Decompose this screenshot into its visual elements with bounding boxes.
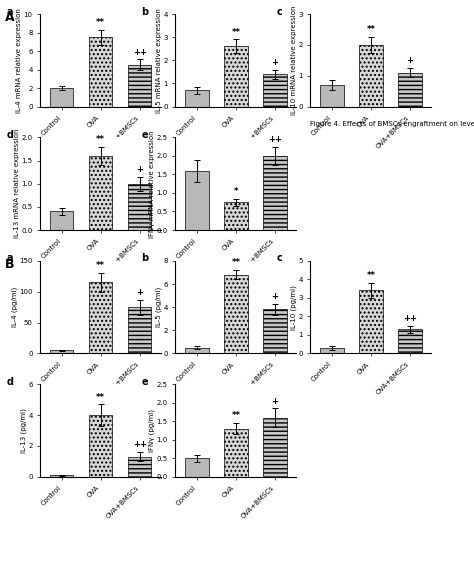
Text: ++: ++ bbox=[403, 314, 417, 323]
Bar bbox=[185, 90, 209, 107]
Text: **: ** bbox=[96, 261, 105, 270]
Bar bbox=[263, 417, 286, 477]
Y-axis label: IL-10 mRNA relative expression: IL-10 mRNA relative expression bbox=[291, 6, 297, 115]
Text: **: ** bbox=[366, 272, 375, 280]
Bar bbox=[185, 171, 209, 230]
Bar bbox=[224, 47, 247, 107]
Text: B: B bbox=[5, 258, 14, 271]
Bar bbox=[224, 429, 247, 477]
Text: e: e bbox=[142, 130, 148, 140]
Text: ++: ++ bbox=[133, 440, 147, 449]
Text: **: ** bbox=[231, 259, 240, 268]
Bar bbox=[185, 458, 209, 477]
Bar bbox=[398, 329, 421, 353]
Bar bbox=[224, 203, 247, 230]
Text: d: d bbox=[7, 377, 13, 387]
Text: +: + bbox=[271, 397, 278, 406]
Bar bbox=[50, 351, 73, 353]
Text: +: + bbox=[271, 292, 278, 301]
Bar bbox=[185, 348, 209, 353]
Y-axis label: IL-4 mRNA relative expression: IL-4 mRNA relative expression bbox=[16, 8, 22, 113]
Text: **: ** bbox=[96, 135, 105, 144]
Bar bbox=[263, 156, 286, 230]
Text: b: b bbox=[142, 254, 149, 264]
Y-axis label: IL-5 (pg/ml): IL-5 (pg/ml) bbox=[155, 287, 162, 327]
Bar bbox=[50, 211, 73, 230]
Bar bbox=[128, 184, 151, 230]
Text: A: A bbox=[5, 11, 14, 24]
Text: **: ** bbox=[366, 25, 375, 34]
Bar bbox=[359, 291, 383, 353]
Text: **: ** bbox=[96, 393, 105, 402]
Y-axis label: IL-10 (pg/ml): IL-10 (pg/ml) bbox=[291, 285, 297, 329]
Bar bbox=[128, 457, 151, 477]
Text: c: c bbox=[277, 254, 283, 264]
Bar bbox=[89, 37, 112, 107]
Bar bbox=[128, 307, 151, 353]
Bar bbox=[89, 415, 112, 477]
Text: c: c bbox=[277, 7, 283, 17]
Text: **: ** bbox=[96, 18, 105, 27]
Text: a: a bbox=[7, 254, 13, 264]
Bar bbox=[320, 348, 344, 353]
Text: *: * bbox=[234, 187, 238, 196]
Text: +: + bbox=[136, 165, 143, 174]
Text: e: e bbox=[142, 377, 148, 387]
Y-axis label: IL-5 mRNA relative expression: IL-5 mRNA relative expression bbox=[156, 8, 162, 113]
Bar bbox=[50, 475, 73, 477]
Y-axis label: IL-13 (pg/ml): IL-13 (pg/ml) bbox=[20, 408, 27, 453]
Bar bbox=[320, 85, 344, 107]
Text: b: b bbox=[142, 7, 149, 17]
Text: ++: ++ bbox=[133, 48, 147, 57]
Text: +: + bbox=[406, 56, 413, 65]
Bar bbox=[89, 156, 112, 230]
Y-axis label: IL-4 (pg/ml): IL-4 (pg/ml) bbox=[11, 287, 18, 327]
Text: **: ** bbox=[231, 27, 240, 36]
Bar bbox=[128, 65, 151, 107]
Y-axis label: IL-13 mRNA relative expression: IL-13 mRNA relative expression bbox=[14, 129, 20, 238]
Text: +: + bbox=[136, 288, 143, 297]
Text: d: d bbox=[7, 130, 13, 140]
Bar bbox=[224, 275, 247, 353]
Y-axis label: IFNγ (pg/ml): IFNγ (pg/ml) bbox=[149, 409, 155, 452]
Bar bbox=[263, 74, 286, 107]
Bar bbox=[263, 310, 286, 353]
Y-axis label: IFNγ mRNA relative expression: IFNγ mRNA relative expression bbox=[149, 130, 155, 237]
Bar bbox=[398, 73, 421, 107]
Bar bbox=[89, 283, 112, 353]
Text: a: a bbox=[7, 7, 13, 17]
Text: +: + bbox=[271, 58, 278, 67]
Text: Figure 4. Effects of BMSCs engraftment on levels of inflammatory cyokines. A. Cy: Figure 4. Effects of BMSCs engraftment o… bbox=[310, 121, 474, 127]
Text: ++: ++ bbox=[268, 135, 282, 144]
Text: **: ** bbox=[231, 411, 240, 420]
Bar bbox=[359, 45, 383, 107]
Bar bbox=[50, 88, 73, 107]
